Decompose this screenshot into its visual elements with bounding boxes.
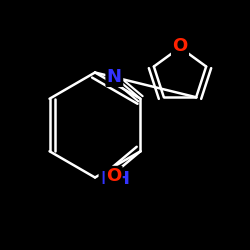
- Text: N: N: [107, 68, 122, 86]
- Text: O: O: [106, 167, 121, 185]
- Text: O: O: [172, 37, 188, 55]
- Text: NH: NH: [100, 170, 130, 188]
